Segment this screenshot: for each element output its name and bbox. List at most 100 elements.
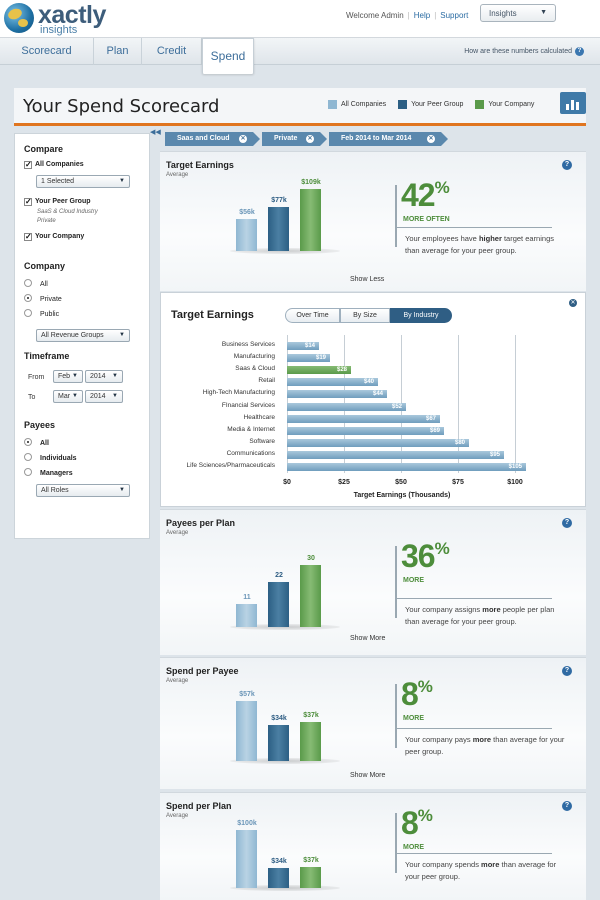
logo-wordmark: xactly <box>38 1 106 29</box>
x-axis-label: Target Earnings (Thousands) <box>353 492 451 499</box>
panel-title: Spend per Payee <box>166 666 239 676</box>
tab-plan[interactable]: Plan <box>94 38 142 65</box>
industry-bar[interactable]: $14 <box>287 342 319 350</box>
radio-label: Public <box>40 311 60 318</box>
page-title: Your Spend Scorecard <box>23 96 220 117</box>
bar-label-peer-group: $34k <box>271 858 287 865</box>
desc-part: Your company pays <box>405 735 473 744</box>
bar-value-label: $44 <box>372 391 383 398</box>
collapse-sidebar-icon[interactable]: ◀◀ <box>150 129 161 136</box>
filter-chip-industry[interactable]: Saas and Cloud ✕ <box>165 132 260 146</box>
bar-value-label: $67 <box>425 415 436 422</box>
welcome-text: Welcome Admin <box>346 11 404 20</box>
peer-group-checkbox[interactable]: ✓ Your Peer Group <box>24 198 91 206</box>
your-company-label: Your Company <box>35 233 85 240</box>
divider-horizontal <box>396 853 552 854</box>
company-radio-all[interactable]: All <box>24 279 48 288</box>
industry-bar[interactable]: $105 <box>287 463 526 471</box>
remove-filter-icon[interactable]: ✕ <box>306 135 314 143</box>
page-header: Your Spend Scorecard All Companies Your … <box>14 88 586 126</box>
bar-label-your-company: 30 <box>307 555 315 562</box>
desc-emphasis: more <box>472 735 492 744</box>
help-icon[interactable]: ? <box>562 518 572 528</box>
industry-bar[interactable]: $52 <box>287 402 406 411</box>
industry-bar[interactable]: $19 <box>287 354 330 363</box>
category-label: Business Services <box>221 341 275 348</box>
industry-bar[interactable]: $69 <box>287 426 444 435</box>
bar-peer-group <box>268 868 289 888</box>
bar-value-label: $105 <box>508 464 522 470</box>
industry-bar[interactable]: $67 <box>287 414 440 423</box>
company-radio-private[interactable]: Private <box>24 294 62 303</box>
desc-emphasis: more <box>482 605 501 614</box>
from-month-select[interactable]: Feb ▼ <box>53 370 83 383</box>
remove-filter-icon[interactable]: ✕ <box>239 135 247 143</box>
help-link[interactable]: Help <box>413 11 431 20</box>
show-toggle-link[interactable]: Show More <box>350 635 386 642</box>
remove-filter-icon[interactable]: ✕ <box>427 135 435 143</box>
industry-bar[interactable]: $80 <box>287 438 469 447</box>
to-month-select[interactable]: Mar ▼ <box>53 390 83 403</box>
bar-value-label: $28 <box>336 367 347 374</box>
filter-chip-ownership[interactable]: Private ✕ <box>262 132 327 146</box>
bar-label-peer-group: 22 <box>275 572 283 579</box>
percent-number: 36 <box>401 538 436 574</box>
support-link[interactable]: Support <box>440 11 469 20</box>
view-by-industry-button[interactable]: By Industry <box>390 308 452 323</box>
app-switcher-select[interactable]: Insights ▼ <box>480 4 556 22</box>
bar-value-label: $69 <box>429 427 440 434</box>
filter-chip-timeframe[interactable]: Feb 2014 to Mar 2014 ✕ <box>329 132 448 146</box>
tab-credit[interactable]: Credit <box>142 38 202 65</box>
show-toggle-link[interactable]: Show More <box>350 772 386 779</box>
bar-value-label: $19 <box>315 355 326 362</box>
help-icon: ? <box>575 47 584 56</box>
bar-your-company <box>300 722 321 761</box>
show-toggle-link[interactable]: Show Less <box>350 276 385 283</box>
tab-spend[interactable]: Spend <box>202 38 254 74</box>
bar-label-all-companies: $57k <box>239 691 255 698</box>
roles-select[interactable]: All Roles ▼ <box>36 484 130 497</box>
legend-swatch-peer <box>398 100 408 109</box>
tab-scorecard[interactable]: Scorecard <box>0 38 94 65</box>
bar-shadow <box>230 758 340 764</box>
panel-description: Your company pays more than average for … <box>405 734 565 758</box>
help-icon[interactable]: ? <box>562 666 572 676</box>
industry-bar[interactable]: $44 <box>287 390 387 399</box>
timeframe-heading: Timeframe <box>24 351 70 361</box>
view-by-size-button[interactable]: By Size <box>340 308 390 323</box>
payees-radio-individuals[interactable]: Individuals <box>24 453 77 462</box>
help-icon[interactable]: ? <box>562 160 572 170</box>
revenue-groups-select[interactable]: All Revenue Groups ▼ <box>36 329 130 342</box>
grid-line <box>458 335 459 473</box>
xactly-logo[interactable]: xactly insights <box>4 1 114 36</box>
chart-view-button[interactable] <box>560 92 586 114</box>
industry-bar[interactable]: $95 <box>287 450 504 459</box>
how-calculated-link[interactable]: How are these numbers calculated? <box>464 47 584 56</box>
desc-emphasis: higher <box>478 234 502 243</box>
view-over-time-button[interactable]: Over Time <box>285 308 340 323</box>
radio-icon <box>24 453 32 461</box>
radio-label: All <box>40 440 49 447</box>
bar-shadow <box>230 248 340 254</box>
company-radio-public[interactable]: Public <box>24 309 59 318</box>
x-tick-label: $100 <box>507 479 523 486</box>
your-company-checkbox[interactable]: ✓ Your Company <box>24 233 84 241</box>
help-icon[interactable]: ? <box>562 801 572 811</box>
close-icon[interactable]: ✕ <box>569 299 577 307</box>
percent-sign: % <box>417 677 433 696</box>
to-year-select[interactable]: 2014 ▼ <box>85 390 123 403</box>
legend-swatch-all <box>328 100 337 109</box>
radio-icon <box>24 468 32 476</box>
radio-icon <box>24 309 32 317</box>
companies-select[interactable]: 1 Selected ▼ <box>36 175 130 188</box>
payees-radio-managers[interactable]: Managers <box>24 468 73 477</box>
industry-chart-title: Target Earnings <box>171 309 254 321</box>
panel-subtitle: Average <box>166 530 189 536</box>
industry-bar[interactable]: $40 <box>287 378 378 387</box>
desc-part: people per plan than average for your pe… <box>405 605 555 626</box>
industry-bar[interactable]: $28 <box>287 366 351 375</box>
category-label: High-Tech Manufacturing <box>202 389 275 397</box>
payees-radio-all[interactable]: All <box>24 438 49 447</box>
all-companies-checkbox[interactable]: ✓ All Companies <box>24 161 84 169</box>
from-year-select[interactable]: 2014 ▼ <box>85 370 123 383</box>
